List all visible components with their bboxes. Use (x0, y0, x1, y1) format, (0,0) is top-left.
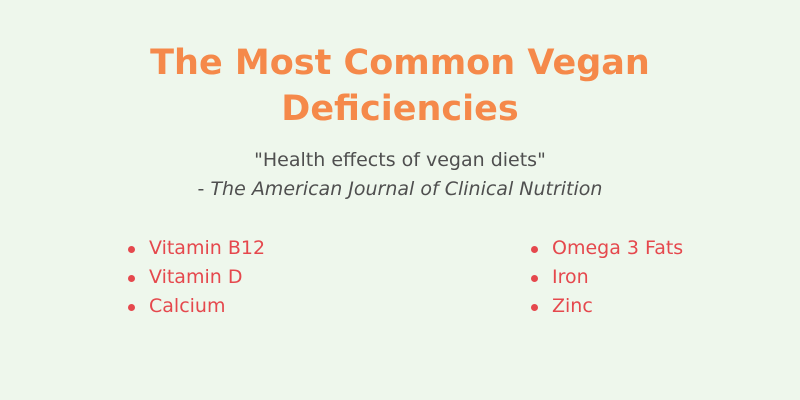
bullet-dot-icon (128, 275, 135, 282)
deficiency-list-left: Vitamin B12 Vitamin D Calcium (128, 234, 265, 321)
list-item: Omega 3 Fats (531, 234, 683, 263)
bullet-dot-icon (531, 275, 538, 282)
page-title-line-1: The Most Common Vegan (150, 43, 650, 83)
page-title-line-2: Deficiencies (281, 89, 519, 129)
list-item-label: Omega 3 Fats (552, 237, 684, 259)
list-item: Calcium (128, 292, 265, 321)
list-item: Vitamin D (128, 263, 265, 292)
list-item: Zinc (531, 292, 683, 321)
citation-quote: "Health effects of vegan diets" (254, 149, 546, 171)
bullet-dot-icon (531, 304, 538, 311)
citation: "Health effects of vegan diets" - The Am… (0, 146, 800, 204)
deficiency-list-right: Omega 3 Fats Iron Zinc (531, 234, 683, 321)
list-item-label: Iron (552, 266, 589, 288)
citation-dash: - (197, 178, 211, 200)
bullet-dot-icon (128, 246, 135, 253)
list-item-label: Calcium (149, 295, 226, 317)
page-title: The Most Common Vegan Deficiencies (0, 40, 800, 132)
list-item: Iron (531, 263, 683, 292)
citation-source-line: - The American Journal of Clinical Nutri… (0, 175, 800, 204)
list-item-label: Zinc (552, 295, 593, 317)
list-item-label: Vitamin D (149, 266, 243, 288)
bullet-dot-icon (128, 304, 135, 311)
list-item: Vitamin B12 (128, 234, 265, 263)
bullet-dot-icon (531, 246, 538, 253)
list-item-label: Vitamin B12 (149, 237, 266, 259)
citation-source: The American Journal of Clinical Nutriti… (210, 178, 603, 200)
